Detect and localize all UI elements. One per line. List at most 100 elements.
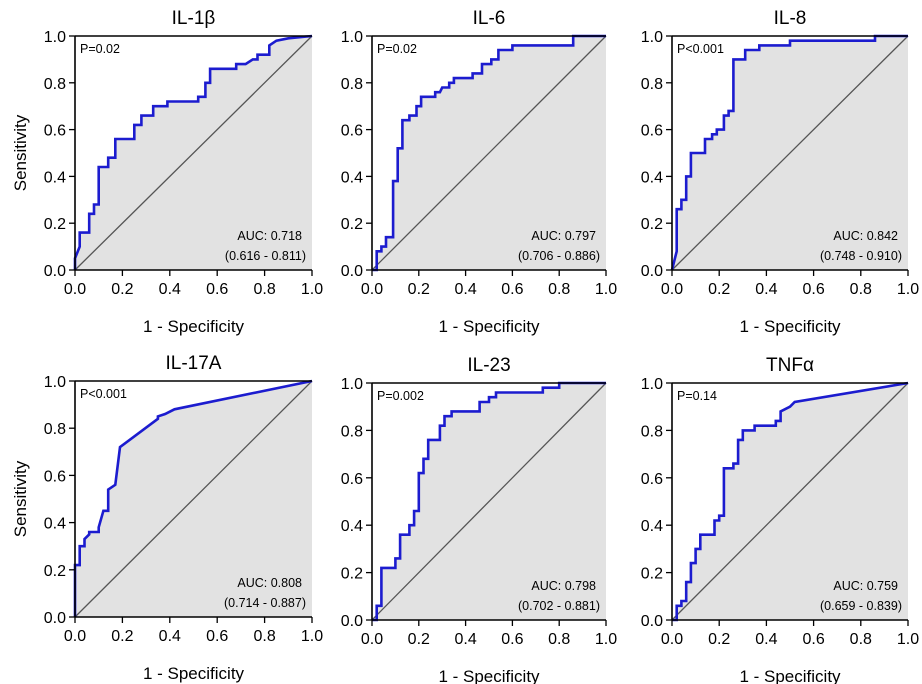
x-tick-label: 0.0	[361, 631, 383, 648]
x-axis-label: 1 - Specificity	[739, 667, 841, 684]
x-tick-label: 0.2	[708, 281, 730, 298]
x-tick-label: 0.2	[111, 281, 133, 298]
x-tick-label: 0.8	[850, 631, 872, 648]
auc-ci-label: (0.748 - 0.910)	[820, 249, 902, 263]
y-tick-label: 0.6	[341, 123, 363, 140]
y-tick-label: 1.0	[641, 29, 663, 46]
x-tick-label: 0.6	[206, 281, 228, 298]
y-tick-label: 1.0	[641, 376, 663, 393]
reference-diagonal	[74, 380, 313, 618]
roc-panel-6: 0.0 0.2 0.4 0.6 0.8 1.0 0.0 0.2 0.4 0.6 0.8 1.0 TNFα…	[641, 355, 919, 684]
panel-title: IL-23	[467, 355, 510, 376]
roc-curve-line	[372, 34, 606, 272]
panel-title: IL-17A	[166, 353, 222, 374]
roc-panel-5: 0.0 0.2 0.4 0.6 0.8 1.0 0.0 0.2 0.4 0.6 0.8 1.0 IL-2…	[341, 355, 617, 684]
y-axis-label: Sensitivity	[11, 114, 30, 191]
y-axis-label: Sensitivity	[11, 460, 30, 537]
reference-diagonal	[671, 382, 909, 621]
roc-panel-1: 0.0 0.2 0.4 0.6 0.8 1.0 0.0 0.2 0.4 0.6 0.8 1.0 IL-1…	[11, 8, 323, 336]
panel-title: IL-1β	[172, 8, 216, 29]
reference-diagonal	[74, 35, 313, 271]
x-tick-label: 0.2	[408, 281, 430, 298]
auc-ci-label: (0.616 - 0.811)	[225, 249, 306, 263]
x-tick-label: 0.6	[206, 628, 228, 645]
x-axis-label: 1 - Specificity	[143, 664, 245, 683]
x-axis-label: 1 - Specificity	[739, 317, 841, 336]
x-tick-label: 1.0	[897, 281, 919, 298]
x-tick-label: 0.8	[253, 628, 275, 645]
y-tick-label: 0.2	[44, 216, 66, 233]
auc-ci-label: (0.714 - 0.887)	[224, 596, 306, 610]
reference-diagonal	[371, 35, 607, 271]
p-value-label: P=0.14	[677, 389, 717, 403]
auc-ci-label: (0.702 - 0.881)	[518, 599, 600, 613]
x-tick-label: 0.4	[159, 628, 181, 645]
x-tick-label: 0.0	[661, 281, 683, 298]
y-tick-label: 0.6	[641, 123, 663, 140]
p-value-label: P<0.001	[677, 42, 724, 56]
y-tick-label: 0.0	[341, 613, 363, 630]
reference-diagonal	[671, 35, 909, 271]
x-tick-label: 1.0	[301, 628, 323, 645]
y-tick-label: 0.8	[44, 421, 66, 438]
y-tick-label: 0.6	[44, 468, 66, 485]
x-tick-label: 0.2	[708, 631, 730, 648]
x-tick-label: 1.0	[595, 631, 617, 648]
x-tick-label: 0.8	[548, 631, 570, 648]
y-tick-label: 1.0	[341, 376, 363, 393]
x-tick-label: 0.2	[408, 631, 430, 648]
reference-diagonal	[371, 382, 607, 621]
y-tick-label: 0.2	[341, 566, 363, 583]
auc-value-label: AUC: 0.842	[833, 229, 898, 243]
x-axis-label: 1 - Specificity	[143, 317, 245, 336]
y-tick-label: 0.2	[341, 216, 363, 233]
x-tick-label: 0.0	[64, 281, 86, 298]
y-tick-label: 0.4	[44, 169, 66, 186]
y-tick-label: 0.2	[641, 216, 663, 233]
y-tick-label: 0.8	[341, 423, 363, 440]
auc-value-label: AUC: 0.797	[531, 229, 596, 243]
y-tick-label: 0.6	[341, 471, 363, 488]
y-tick-label: 0.4	[44, 516, 66, 533]
y-tick-label: 0.4	[341, 169, 363, 186]
auc-value-label: AUC: 0.759	[833, 579, 898, 593]
auc-value-label: AUC: 0.798	[531, 579, 596, 593]
x-tick-label: 0.0	[661, 631, 683, 648]
x-tick-label: 0.6	[802, 281, 824, 298]
auc-ci-label: (0.706 - 0.886)	[518, 249, 600, 263]
p-value-label: P=0.002	[377, 389, 424, 403]
y-tick-label: 0.4	[341, 518, 363, 535]
x-tick-label: 0.4	[755, 631, 777, 648]
x-tick-label: 0.6	[501, 281, 523, 298]
roc-panel-3: 0.0 0.2 0.4 0.6 0.8 1.0 0.0 0.2 0.4 0.6 0.8 1.0 IL-8…	[641, 8, 919, 336]
roc-panel-4: 0.0 0.2 0.4 0.6 0.8 1.0 0.0 0.2 0.4 0.6 0.8 1.0 IL-1…	[11, 353, 323, 683]
x-tick-label: 1.0	[897, 631, 919, 648]
roc-panel-2: 0.0 0.2 0.4 0.6 0.8 1.0 0.0 0.2 0.4 0.6 0.8 1.0 IL-6…	[341, 8, 617, 336]
x-tick-label: 0.6	[501, 631, 523, 648]
auc-value-label: AUC: 0.718	[237, 229, 302, 243]
y-tick-label: 0.6	[44, 123, 66, 140]
p-value-label: P=0.02	[80, 42, 120, 56]
panel-title: IL-6	[473, 8, 506, 29]
y-tick-label: 0.0	[341, 263, 363, 280]
y-tick-label: 0.4	[641, 518, 663, 535]
x-tick-label: 0.0	[64, 628, 86, 645]
y-tick-label: 1.0	[44, 29, 66, 46]
y-tick-label: 0.0	[641, 613, 663, 630]
y-tick-label: 0.8	[641, 423, 663, 440]
x-tick-label: 0.4	[755, 281, 777, 298]
y-tick-label: 0.2	[641, 566, 663, 583]
y-tick-label: 0.4	[641, 169, 663, 186]
y-tick-label: 0.6	[641, 471, 663, 488]
x-tick-label: 0.2	[111, 628, 133, 645]
y-tick-label: 1.0	[44, 374, 66, 391]
y-tick-label: 0.2	[44, 563, 66, 580]
p-value-label: P=0.02	[377, 42, 417, 56]
x-tick-label: 0.8	[850, 281, 872, 298]
roc-curve-line	[73, 34, 313, 270]
y-tick-label: 0.8	[44, 76, 66, 93]
x-tick-label: 0.0	[361, 281, 383, 298]
roc-curve-line	[672, 381, 909, 622]
y-tick-label: 0.0	[641, 263, 663, 280]
roc-curve-line	[372, 381, 606, 622]
